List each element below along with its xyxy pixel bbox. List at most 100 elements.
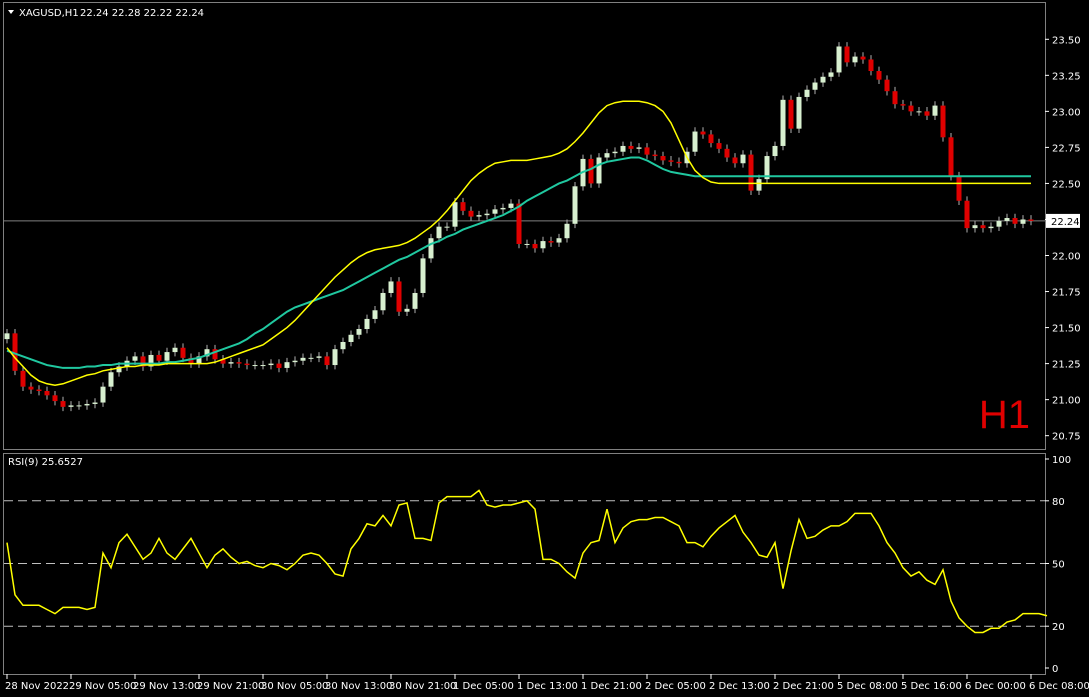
candle-body	[332, 349, 338, 366]
candle-body	[748, 154, 754, 191]
price-tick-label: 20.75	[1052, 432, 1081, 443]
price-tick-label: 23.25	[1052, 71, 1081, 82]
candle-body	[524, 243, 530, 245]
candle-body	[980, 225, 986, 229]
candle-body	[196, 356, 202, 364]
time-tick-label: 1 Dec 13:00	[517, 681, 578, 692]
candle-body	[348, 334, 354, 342]
candle-body	[620, 145, 626, 152]
price-tick-label: 22.00	[1052, 252, 1081, 263]
candle-body	[796, 96, 802, 129]
candle-body	[844, 46, 850, 63]
candle-body	[604, 153, 610, 158]
candle-body	[444, 226, 450, 228]
candle-body	[900, 104, 906, 106]
candle-body	[492, 209, 498, 214]
candle-body	[460, 202, 466, 211]
candle-body	[244, 363, 250, 366]
candle-body	[252, 365, 258, 367]
candle-body	[940, 105, 946, 138]
candle-body	[932, 105, 938, 116]
ohlc-label: 22.24 22.28 22.22 22.24	[80, 8, 204, 19]
rsi-tick-label: 80	[1052, 497, 1065, 508]
candle-body	[988, 226, 994, 229]
candle-body	[204, 349, 210, 357]
candle-body	[412, 292, 418, 309]
candle-body	[396, 281, 402, 312]
rsi-label: RSI(9) 25.6527	[8, 457, 83, 468]
candle-body	[28, 386, 34, 390]
candle-body	[652, 154, 658, 157]
candle-body	[884, 79, 890, 92]
time-tick-label: 6 Dec 00:00	[965, 681, 1026, 692]
candle-body	[4, 333, 10, 340]
candle-body	[60, 401, 66, 407]
candle-body	[852, 56, 858, 63]
time-tick-label: 5 Dec 16:00	[901, 681, 962, 692]
collapse-triangle-icon[interactable]	[8, 10, 14, 14]
candle-body	[676, 161, 682, 164]
candle-body	[92, 402, 98, 404]
price-tick-label: 22.75	[1052, 143, 1081, 154]
candle-body	[564, 223, 570, 239]
candle-body	[468, 210, 474, 217]
candle-body	[220, 359, 226, 364]
candle-body	[556, 238, 562, 243]
rsi-tick-label: 0	[1052, 664, 1058, 675]
price-tick-label: 23.00	[1052, 107, 1081, 118]
candle-body	[420, 258, 426, 293]
candle-body	[812, 82, 818, 90]
price-tick-label: 23.50	[1052, 35, 1081, 46]
price-panel-frame	[3, 2, 1046, 450]
candle-body	[372, 310, 378, 319]
candle-body	[772, 145, 778, 157]
symbol-label: XAGUSD,H1	[19, 8, 79, 19]
candle-body	[340, 341, 346, 350]
candle-body	[612, 151, 618, 154]
candle-body	[1004, 218, 1010, 221]
candle-body	[644, 147, 650, 155]
current-price-value: 22.24	[1051, 217, 1080, 228]
candle-body	[100, 386, 106, 403]
candle-body	[588, 158, 594, 184]
time-tick-label: 2 Dec 13:00	[709, 681, 770, 692]
candle-body	[660, 156, 666, 161]
candle-body	[716, 143, 722, 149]
candle-body	[964, 200, 970, 229]
candle-body	[436, 226, 442, 239]
candle-body	[172, 347, 178, 353]
candle-body	[820, 76, 826, 83]
candle-body	[308, 357, 314, 359]
rsi-line	[6, 489, 1048, 634]
candle-body	[532, 243, 538, 249]
candle-body	[692, 131, 698, 152]
candle-body	[132, 356, 138, 361]
time-tick-label: 30 Nov 05:00	[261, 681, 328, 692]
candle-body	[116, 366, 122, 373]
time-tick-label: 6 Dec 08:00	[1029, 681, 1089, 692]
candle-body	[1028, 219, 1034, 221]
price-tick-label: 22.50	[1052, 179, 1081, 190]
candle-body	[12, 333, 18, 371]
candle-body	[428, 238, 434, 259]
candle-body	[76, 405, 82, 407]
candle-body	[572, 186, 578, 224]
candle-body	[284, 362, 290, 368]
candle-body	[356, 329, 362, 335]
time-tick-label: 2 Dec 05:00	[645, 681, 706, 692]
candle-body	[228, 362, 234, 364]
time-tick-label: 2 Dec 21:00	[773, 681, 834, 692]
candle-body	[860, 56, 866, 60]
candle-body	[892, 91, 898, 105]
candle-body	[484, 213, 490, 216]
candle-body	[268, 363, 274, 366]
candle-body	[324, 356, 330, 366]
candle-body	[548, 241, 554, 243]
candle-body	[20, 370, 26, 387]
candle-body	[108, 372, 114, 387]
price-tick-label: 21.75	[1052, 288, 1081, 299]
candle-body	[148, 354, 154, 367]
candle-body	[188, 357, 194, 364]
candle-body	[156, 354, 162, 361]
